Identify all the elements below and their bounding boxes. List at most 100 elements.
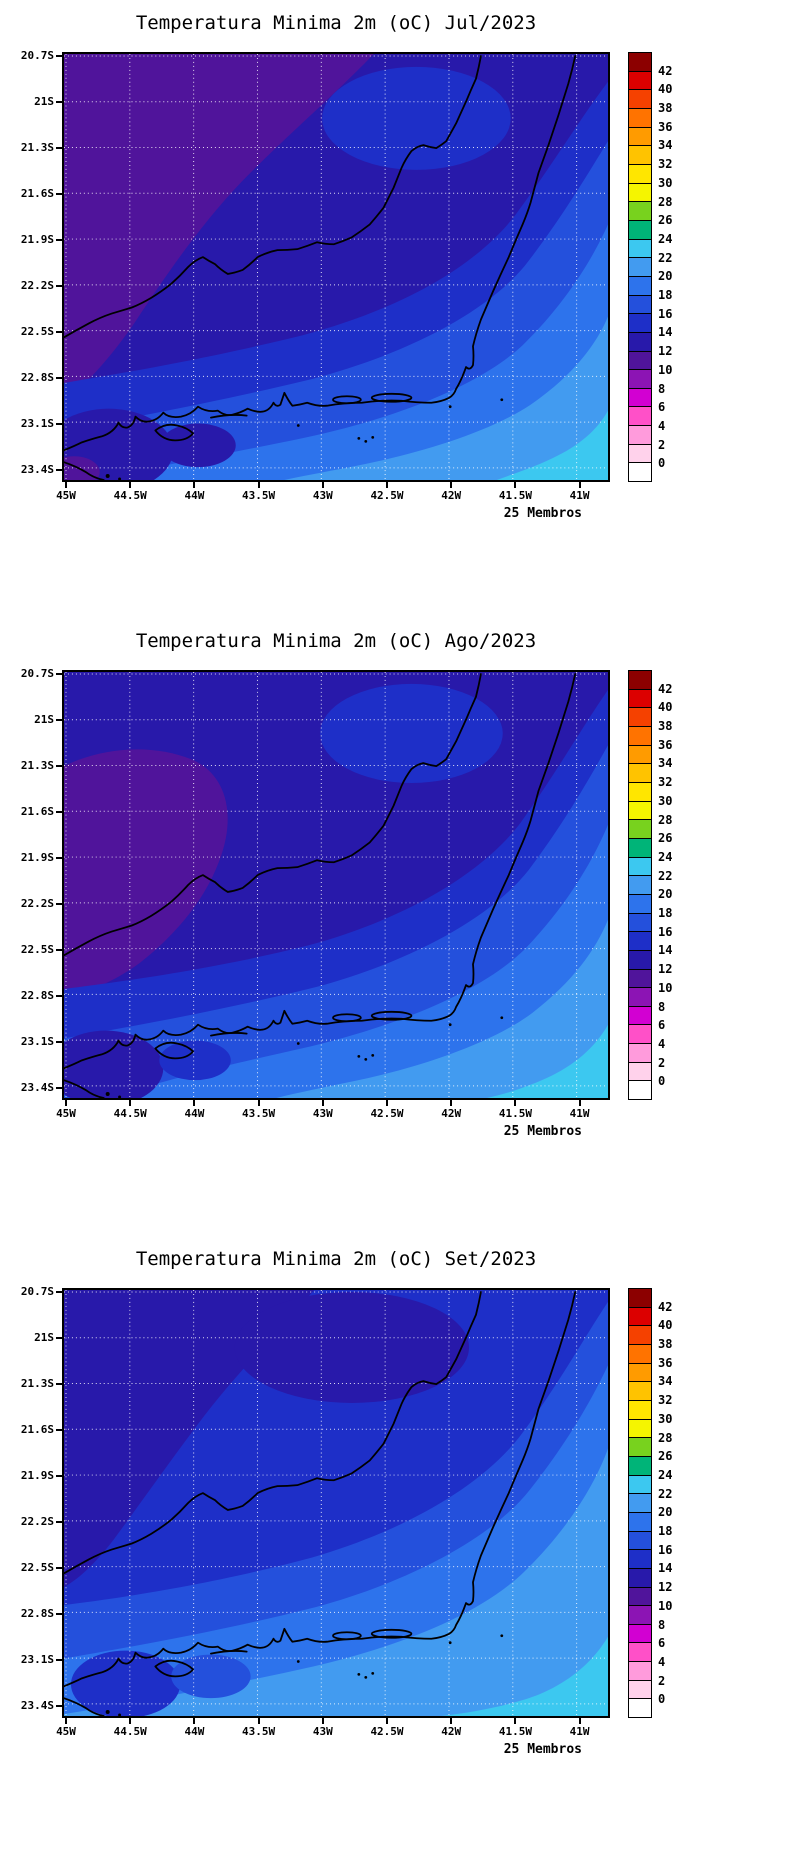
colorbar-segment xyxy=(629,726,651,746)
colorbar xyxy=(628,670,652,1100)
colorbar-segment xyxy=(629,295,651,315)
colorbar-segment xyxy=(629,1326,651,1345)
colorbar-tick-label: 36 xyxy=(658,1355,673,1370)
colorbar-tick-label: 18 xyxy=(658,906,673,921)
colorbar-segment xyxy=(629,1587,651,1607)
lat-tick-label: 23.4S xyxy=(20,1699,54,1712)
lat-tick xyxy=(56,331,62,333)
colorbar-tick-label: 30 xyxy=(658,175,673,190)
lat-tick xyxy=(56,1291,62,1293)
lon-tick-label: 43.5W xyxy=(242,489,276,502)
lon-tick-label: 45W xyxy=(56,1107,76,1120)
colorbar-segment xyxy=(629,1307,651,1327)
colorbar-segment xyxy=(629,969,651,989)
colorbar-segment xyxy=(629,463,651,482)
colorbar-tick-label: 24 xyxy=(658,849,673,864)
lat-tick-label: 23.1S xyxy=(20,417,54,430)
colorbar-segment xyxy=(629,388,651,408)
lat-tick-label: 21S xyxy=(34,95,54,108)
ensemble-members-label: 25 Membros xyxy=(503,1124,582,1139)
colorbar-segment xyxy=(629,1006,651,1026)
colorbar-tick-label: 6 xyxy=(658,400,666,415)
colorbar-tick-label: 40 xyxy=(658,700,673,715)
lat-tick xyxy=(56,765,62,767)
lon-tick-label: 44.5W xyxy=(113,489,147,502)
lat-tick xyxy=(56,55,62,57)
lat-tick xyxy=(56,1337,62,1339)
lat-tick-label: 21S xyxy=(34,1331,54,1344)
contour-plot xyxy=(64,672,608,1098)
colorbar-segment xyxy=(629,838,651,858)
lat-tick-label: 21.6S xyxy=(20,805,54,818)
lon-tick-label: 44.5W xyxy=(113,1107,147,1120)
colorbar-tick-label: 34 xyxy=(658,756,673,771)
lon-tick xyxy=(257,1100,260,1106)
colorbar-segment xyxy=(629,239,651,259)
colorbar-tick-label: 26 xyxy=(658,831,673,846)
colorbar-segment xyxy=(629,708,651,727)
colorbar-tick-label: 0 xyxy=(658,456,666,471)
colorbar-tick-label: 4 xyxy=(658,1036,666,1051)
colorbar-segment xyxy=(629,71,651,91)
lon-tick xyxy=(450,482,453,488)
lat-tick-label: 21.9S xyxy=(20,1469,54,1482)
colorbar-segment xyxy=(629,220,651,240)
colorbar-tick-label: 22 xyxy=(658,868,673,883)
colorbar-tick-label: 14 xyxy=(658,943,673,958)
colorbar-tick-label: 38 xyxy=(658,1337,673,1352)
colorbar-tick-label: 26 xyxy=(658,1449,673,1464)
lat-tick xyxy=(56,285,62,287)
colorbar-tick-label: 22 xyxy=(658,250,673,265)
colorbar-tick-label: 24 xyxy=(658,231,673,246)
colorbar xyxy=(628,52,652,482)
lon-tick xyxy=(386,1100,388,1106)
colorbar-segment xyxy=(629,127,651,147)
lat-tick-label: 22.2S xyxy=(20,279,54,292)
lon-tick-label: 45W xyxy=(56,489,76,502)
colorbar-segment xyxy=(629,820,651,839)
lon-tick xyxy=(193,1100,196,1106)
colorbar-segment xyxy=(629,1382,651,1401)
lat-tick-label: 23.1S xyxy=(20,1653,54,1666)
lat-tick xyxy=(56,995,62,997)
ensemble-members-label: 25 Membros xyxy=(503,506,582,521)
lat-tick-label: 21.3S xyxy=(20,141,54,154)
colorbar-tick-label: 18 xyxy=(658,288,673,303)
lon-tick xyxy=(257,1718,260,1724)
colorbar-tick-label: 12 xyxy=(658,962,673,977)
lon-tick-label: 43W xyxy=(312,1725,333,1738)
colorbar-tick-label: 26 xyxy=(658,213,673,228)
lat-tick xyxy=(56,1475,62,1477)
lon-tick-label: 41.5W xyxy=(498,489,532,502)
colorbar-tick-label: 16 xyxy=(658,306,673,321)
colorbar-segment xyxy=(629,1400,651,1420)
colorbar-tick-label: 16 xyxy=(658,924,673,939)
colorbar-segment xyxy=(629,1419,651,1439)
colorbar-segment xyxy=(629,1475,651,1495)
lon-tick xyxy=(65,1100,67,1106)
lat-tick-label: 20.7S xyxy=(20,1285,54,1298)
colorbar-segment xyxy=(629,1680,651,1700)
lon-tick-label: 44W xyxy=(184,489,205,502)
panel-jul-2023: Temperatura Minima 2m (oC) Jul/2023 25 M… xyxy=(0,0,800,618)
colorbar-segment xyxy=(629,1081,651,1100)
lat-tick-label: 22.8S xyxy=(20,371,54,384)
colorbar-tick-label: 8 xyxy=(658,381,666,396)
lat-tick xyxy=(56,377,62,379)
colorbar-segment xyxy=(629,1512,651,1532)
colorbar-tick-label: 38 xyxy=(658,719,673,734)
colorbar-tick-label: 24 xyxy=(658,1467,673,1482)
lon-tick xyxy=(514,1100,517,1106)
lat-tick xyxy=(56,949,62,951)
colorbar-tick-label: 0 xyxy=(658,1692,666,1707)
lat-tick xyxy=(56,193,62,195)
colorbar-tick-label: 14 xyxy=(658,325,673,340)
colorbar-segment xyxy=(629,1606,651,1625)
lat-tick-label: 21.9S xyxy=(20,233,54,246)
lat-tick-label: 21.3S xyxy=(20,759,54,772)
lon-tick xyxy=(193,1718,196,1724)
lat-tick xyxy=(56,1567,62,1569)
colorbar-tick-label: 36 xyxy=(658,737,673,752)
lat-tick xyxy=(56,811,62,813)
